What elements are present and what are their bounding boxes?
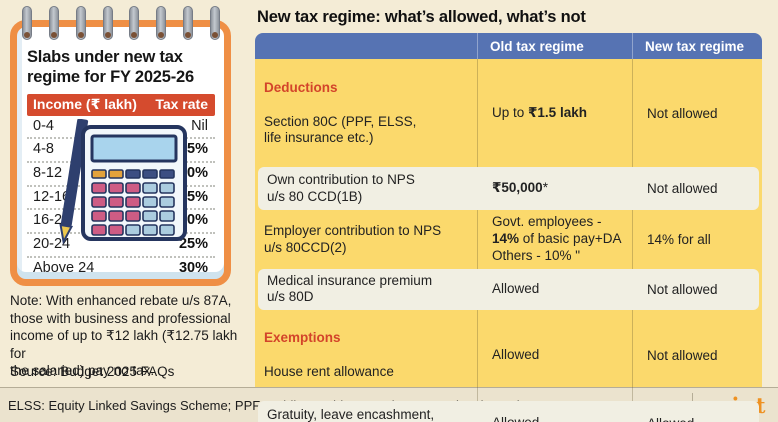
- new-regime-cell: Not allowed: [647, 106, 718, 122]
- spiral-ring-icon: [129, 6, 140, 40]
- rebate-note: Note: With enhanced rebate u/s 87A, thos…: [10, 293, 238, 379]
- income-column-header: Income (₹ lakh): [33, 95, 137, 112]
- column-divider: [632, 59, 633, 422]
- spiral-ring-icon: [48, 6, 59, 40]
- item-label: House rent allowance: [264, 363, 394, 379]
- table-row: Employer contribution to NPS u/s 80CCD(2…: [255, 210, 762, 269]
- income-range: 12-16: [33, 188, 71, 205]
- income-range: 4-8: [33, 141, 54, 158]
- spiral-ring-icon: [183, 6, 194, 40]
- comparison-table-body: Deductions Section 80C (PPF, ELSS, life …: [255, 59, 762, 422]
- old-regime-cell: Allowed: [492, 346, 540, 362]
- left-source: Source: Budget 2025 FAQs: [10, 364, 175, 379]
- table-row: Deductions Section 80C (PPF, ELSS, life …: [255, 60, 762, 167]
- item-cell: Gratuity, leave encashment, VRS, retirem…: [267, 406, 435, 422]
- comparison-table-header: Old tax regime New tax regime: [255, 33, 762, 59]
- item-cell: Employer contribution to NPS u/s 80CCD(2…: [264, 223, 442, 255]
- section-heading-deductions: Deductions: [264, 80, 338, 96]
- income-range: 0-4: [33, 117, 54, 134]
- item-label: Section 80C (PPF, ELSS, life insurance e…: [264, 113, 417, 146]
- old-regime-cell: Up to ₹1.5 lakh: [492, 105, 587, 121]
- table-row: Own contribution to NPS u/s 80 CCD(1B) ₹…: [258, 167, 759, 211]
- income-range: 8-12: [33, 164, 63, 181]
- old-regime-cell: Govt. employees - 14% of basic pay+DA Ot…: [492, 214, 622, 263]
- old-regime-cell: Allowed: [477, 411, 632, 422]
- slabs-table-header: Income (₹ lakh) Tax rate: [27, 93, 215, 116]
- new-regime-cell: 14% for all: [647, 232, 711, 248]
- slab-row: 20-24 25%: [27, 234, 215, 258]
- spiral-ring-icon: [209, 6, 220, 40]
- column-divider: [477, 59, 478, 422]
- spiral-ring-icon: [102, 6, 113, 40]
- new-regime-cell: Not allowed: [647, 281, 718, 297]
- item-cell: Own contribution to NPS u/s 80 CCD(1B): [267, 172, 415, 204]
- table-row: Gratuity, leave encashment, VRS, retirem…: [258, 400, 759, 422]
- tax-rate: Nil: [191, 117, 208, 134]
- old-regime-cell: ₹50,000*: [492, 180, 548, 196]
- item-cell: Medical insurance premium u/s 80D: [267, 272, 433, 305]
- slab-row: Above 24 30%: [27, 258, 215, 280]
- old-regime-cell: Allowed: [492, 280, 540, 296]
- new-regime-column-header: New tax regime: [632, 33, 762, 59]
- empty-header-cell: [255, 33, 477, 59]
- tax-rate: 25%: [178, 236, 208, 253]
- section-heading-exemptions: Exemptions: [264, 330, 341, 346]
- comparison-title: New tax regime: what’s allowed, what’s n…: [257, 8, 586, 26]
- spiral-ring-icon: [75, 6, 86, 40]
- spiral-ring-icon: [22, 6, 32, 40]
- item-cell: Exemptions House rent allowance: [255, 310, 477, 401]
- new-regime-cell: Not allowed: [647, 181, 718, 197]
- slabs-title: Slabs under new tax regime for FY 2025-2…: [27, 48, 194, 86]
- income-range: Above 24: [33, 259, 95, 276]
- income-range: 20-24: [33, 236, 71, 253]
- tax-rate-column-header: Tax rate: [155, 95, 208, 112]
- table-row: Exemptions House rent allowance Allowed …: [255, 310, 762, 401]
- table-row: Medical insurance premium u/s 80D Allowe…: [258, 268, 759, 310]
- new-regime-cell: Not allowed: [647, 347, 718, 363]
- tax-rate: 5%: [187, 141, 208, 158]
- spiral-ring-icon: [156, 6, 167, 40]
- old-regime-column-header: Old tax regime: [477, 33, 632, 59]
- tax-rate: 30%: [178, 259, 208, 276]
- spiral-binding: [22, 6, 220, 44]
- tax-slabs-card: Slabs under new tax regime for FY 2025-2…: [10, 20, 231, 286]
- new-regime-cell: Allowed: [632, 412, 759, 422]
- item-cell: Deductions Section 80C (PPF, ELSS, life …: [255, 60, 477, 167]
- calculator-icon: [59, 119, 187, 245]
